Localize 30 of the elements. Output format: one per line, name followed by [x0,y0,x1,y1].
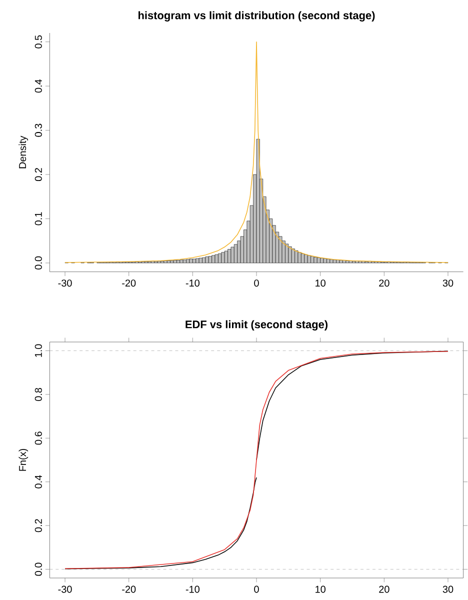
x-tick-label: -30 [58,280,72,287]
y-tick-label: 0.5 [35,35,42,48]
x-tick-label: -20 [122,280,136,287]
x-tick-label: -10 [186,280,200,287]
x-tick-label: -30 [58,586,72,593]
x-tick-label: 0 [254,280,260,287]
y-tick-label: 0.8 [35,388,42,401]
chart-title: EDF vs limit (second stage) [186,320,328,331]
y-tick-label: 0.0 [35,256,42,270]
y-tick-label: 0.4 [35,475,42,488]
x-tick-label: 30 [442,280,454,287]
x-tick-label: -10 [186,586,200,593]
y-tick-label: 0.2 [35,168,42,182]
x-tick-label: 0 [254,586,260,593]
x-tick-label: 10 [316,586,326,593]
x-tick-label: 20 [379,280,390,287]
y-tick-label: 0.0 [35,562,42,576]
y-tick-label: 0.1 [35,212,42,226]
y-tick-label: 0.3 [35,124,42,137]
y-axis-title: Fn(x) [18,448,28,471]
y-tick-label: 0.4 [35,79,42,93]
chart-title: histogram vs limit distribution (second stage) [138,11,375,22]
x-tick-label: 30 [442,586,454,593]
x-tick-label: 20 [379,586,390,593]
y-tick-label: 0.2 [35,519,42,532]
x-tick-label: -20 [122,586,136,593]
y-tick-label: 0.6 [35,432,42,445]
y-tick-label: 1.0 [35,344,42,357]
y-axis-title: Density [18,136,28,168]
x-tick-label: 10 [316,280,326,287]
